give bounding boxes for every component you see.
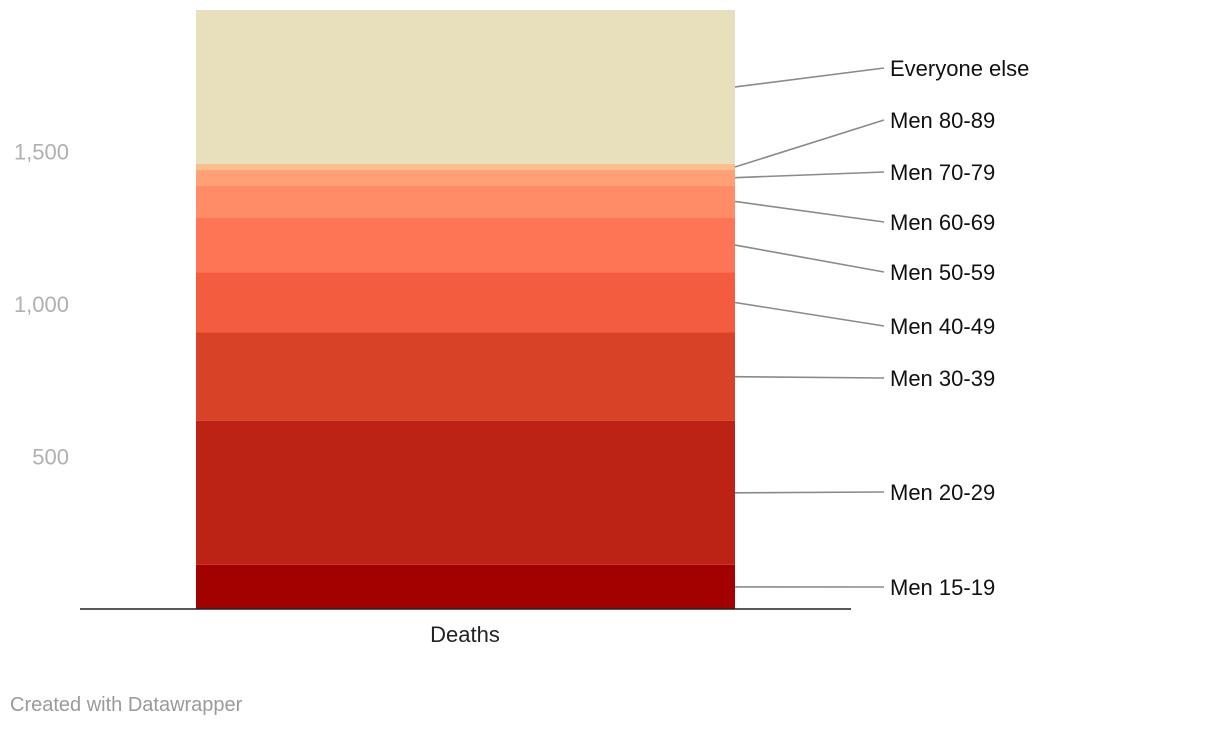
bar-segment-men-15-19 (196, 564, 735, 609)
bar-segment-men-70-79 (196, 170, 735, 186)
leader-line-men-40-49 (734, 301, 885, 327)
category-label: Deaths (430, 622, 500, 647)
leader-line-men-70-79 (734, 171, 885, 179)
y-tick-label: 1,000 (14, 292, 69, 317)
leader-line-men-50-59 (734, 244, 885, 273)
y-axis-ticks: 500 1,000 1,500 (14, 140, 69, 470)
series-label-men-70-79: Men 70-79 (890, 160, 995, 185)
bar-segment-men-30-39 (196, 332, 735, 421)
y-tick-label: 1,500 (14, 140, 69, 165)
series-label-men-80-89: Men 80-89 (890, 108, 995, 133)
series-label-everyone-else: Everyone else (890, 56, 1029, 81)
series-label-men-15-19: Men 15-19 (890, 575, 995, 600)
bar-segment-men-20-29 (196, 420, 735, 565)
series-label-men-20-29: Men 20-29 (890, 480, 995, 505)
segment-labels: Men 15-19 Men 20-29 Men 30-39 Men 40-49 Men … (890, 56, 1029, 600)
bar-segment-men-60-69 (196, 185, 735, 218)
leader-line-men-20-29 (734, 491, 885, 494)
series-label-men-30-39: Men 30-39 (890, 366, 995, 391)
bar-segment-men-80-89 (196, 163, 735, 171)
bar-segment-men-50-59 (196, 217, 735, 273)
leader-line-men-80-89 (734, 119, 885, 168)
series-label-men-60-69: Men 60-69 (890, 210, 995, 235)
series-label-men-40-49: Men 40-49 (890, 314, 995, 339)
bar-segment-men-40-49 (196, 272, 735, 333)
y-tick-label: 500 (32, 445, 69, 470)
label-leader-lines (734, 67, 885, 588)
bar-segment-everyone-else (196, 10, 735, 164)
leader-line-men-30-39 (734, 375, 885, 379)
bar-segments (196, 10, 735, 609)
footer-credit: Created with Datawrapper (10, 694, 243, 716)
leader-line-men-60-69 (734, 200, 885, 223)
leader-line-everyone-else (734, 67, 885, 88)
series-label-men-50-59: Men 50-59 (890, 260, 995, 285)
